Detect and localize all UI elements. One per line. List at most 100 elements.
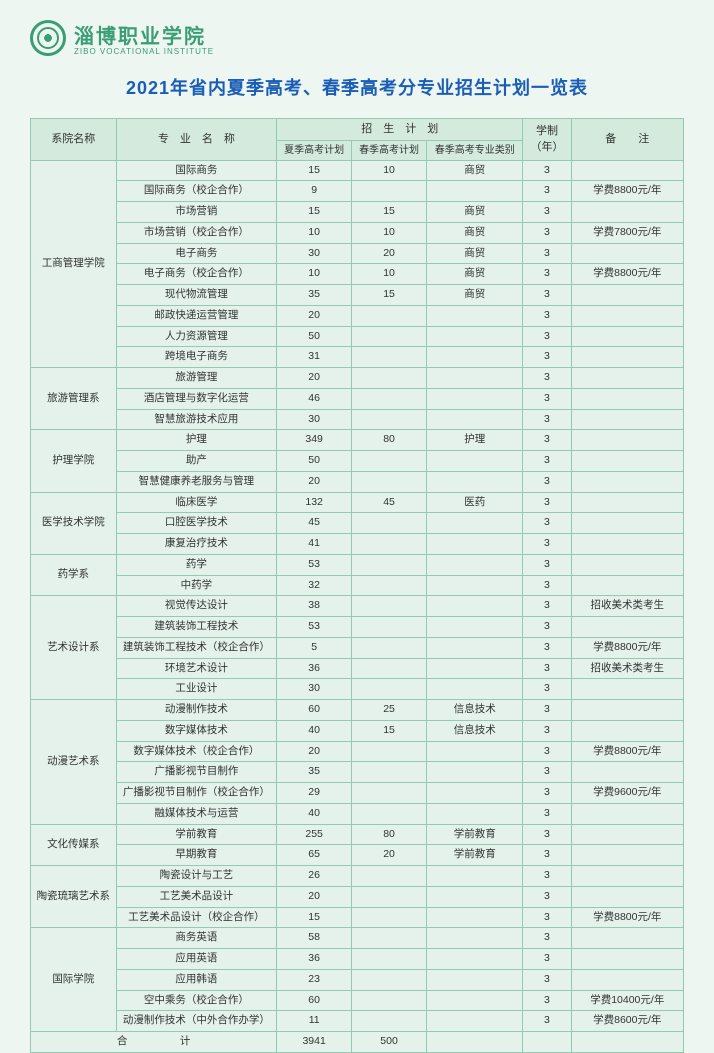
dept-cell: 文化传媒系 [31, 824, 117, 866]
cell-spring: 15 [352, 285, 427, 306]
cell-yr: 3 [523, 866, 571, 887]
cell-spring [352, 803, 427, 824]
cell-major: 数字媒体技术（校企合作） [116, 741, 277, 762]
cell-cat [427, 181, 523, 202]
cell-major: 工艺美术品设计（校企合作） [116, 907, 277, 928]
cell-summer: 60 [277, 990, 352, 1011]
cell-major: 康复治疗技术 [116, 534, 277, 555]
cell-spring [352, 928, 427, 949]
cell-spring: 45 [352, 492, 427, 513]
cell-summer: 50 [277, 451, 352, 472]
cell-rem: 招收美术类考生 [571, 658, 683, 679]
table-row: 电子商务（校企合作）1010商贸3学费8800元/年 [31, 264, 684, 285]
cell-spring [352, 990, 427, 1011]
cell-major: 视觉传达设计 [116, 596, 277, 617]
table-row: 工商管理学院国际商务1510商贸3 [31, 160, 684, 181]
cell-yr: 3 [523, 928, 571, 949]
table-row: 人力资源管理503 [31, 326, 684, 347]
cell-spring: 15 [352, 202, 427, 223]
cell-summer: 29 [277, 783, 352, 804]
cell-major: 工业设计 [116, 679, 277, 700]
logo-en: ZIBO VOCATIONAL INSTITUTE [74, 47, 214, 56]
cell-major: 跨境电子商务 [116, 347, 277, 368]
cell-rem [571, 202, 683, 223]
th-remark: 备 注 [571, 119, 683, 161]
cell-major: 人力资源管理 [116, 326, 277, 347]
cell-summer: 23 [277, 969, 352, 990]
table-row: 数字媒体技术4015信息技术3 [31, 720, 684, 741]
cell-rem [571, 845, 683, 866]
cell-cat: 商贸 [427, 285, 523, 306]
cell-spring [352, 534, 427, 555]
cell-cat [427, 886, 523, 907]
cell-summer: 15 [277, 907, 352, 928]
cell-major: 建筑装饰工程技术 [116, 617, 277, 638]
cell-spring [352, 969, 427, 990]
cell-yr: 3 [523, 762, 571, 783]
cell-rem [571, 513, 683, 534]
cell-major: 广播影视节目制作 [116, 762, 277, 783]
th-spring: 春季高考计划 [352, 140, 427, 160]
table-row: 工艺美术品设计（校企合作）153学费8800元/年 [31, 907, 684, 928]
cell-yr: 3 [523, 969, 571, 990]
cell-major: 动漫制作技术 [116, 700, 277, 721]
cell-spring [352, 1011, 427, 1032]
cell-yr: 3 [523, 181, 571, 202]
cell-summer: 40 [277, 720, 352, 741]
table-row: 市场营销（校企合作）1010商贸3学费7800元/年 [31, 222, 684, 243]
cell-cat [427, 347, 523, 368]
cell-major: 市场营销（校企合作） [116, 222, 277, 243]
cell-summer: 11 [277, 1011, 352, 1032]
table-row: 广播影视节目制作（校企合作）293学费9600元/年 [31, 783, 684, 804]
cell-cat [427, 451, 523, 472]
cell-rem [571, 700, 683, 721]
cell-cat [427, 554, 523, 575]
cell-summer: 32 [277, 575, 352, 596]
cell-summer: 20 [277, 368, 352, 389]
cell-summer: 38 [277, 596, 352, 617]
th-plan: 招 生 计 划 [277, 119, 523, 141]
cell-rem [571, 866, 683, 887]
dept-cell: 护理学院 [31, 430, 117, 492]
cell-rem [571, 554, 683, 575]
table-row: 智慧旅游技术应用303 [31, 409, 684, 430]
cell-cat [427, 969, 523, 990]
cell-cat: 学前教育 [427, 845, 523, 866]
cell-spring [352, 866, 427, 887]
dept-cell: 药学系 [31, 554, 117, 596]
cell-major: 助产 [116, 451, 277, 472]
cell-yr: 3 [523, 409, 571, 430]
cell-cat: 商贸 [427, 243, 523, 264]
cell-spring: 25 [352, 700, 427, 721]
cell-spring [352, 762, 427, 783]
cell-summer: 20 [277, 741, 352, 762]
cell-spring [352, 741, 427, 762]
cell-major: 广播影视节目制作（校企合作） [116, 783, 277, 804]
logo-icon [30, 20, 66, 56]
cell-cat [427, 471, 523, 492]
cell-major: 陶瓷设计与工艺 [116, 866, 277, 887]
table-row: 国际学院商务英语583 [31, 928, 684, 949]
cell-spring: 15 [352, 720, 427, 741]
cell-major: 数字媒体技术 [116, 720, 277, 741]
cell-spring: 80 [352, 430, 427, 451]
cell-cat [427, 637, 523, 658]
cell-summer: 15 [277, 202, 352, 223]
cell-cat [427, 658, 523, 679]
table-row: 应用韩语233 [31, 969, 684, 990]
table-row: 助产50 3 [31, 451, 684, 472]
cell-summer: 20 [277, 886, 352, 907]
cell-cat [427, 305, 523, 326]
cell-spring [352, 637, 427, 658]
cell-rem [571, 617, 683, 638]
cell-yr: 3 [523, 596, 571, 617]
cell-rem [571, 762, 683, 783]
cell-spring [352, 575, 427, 596]
cell-rem [571, 409, 683, 430]
cell-summer: 46 [277, 388, 352, 409]
cell-major: 融媒体技术与运营 [116, 803, 277, 824]
th-years: 学制（年） [523, 119, 571, 161]
cell-yr: 3 [523, 451, 571, 472]
cell-major: 市场营销 [116, 202, 277, 223]
cell-rem [571, 969, 683, 990]
